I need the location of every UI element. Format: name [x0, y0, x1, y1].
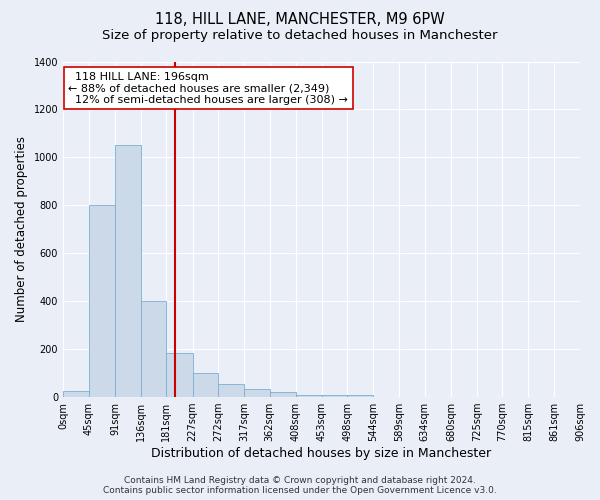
Text: Contains HM Land Registry data © Crown copyright and database right 2024.
Contai: Contains HM Land Registry data © Crown c…: [103, 476, 497, 495]
Bar: [218, 384, 244, 397]
X-axis label: Distribution of detached houses by size in Manchester: Distribution of detached houses by size …: [151, 447, 491, 460]
Y-axis label: Number of detached properties: Number of detached properties: [15, 136, 28, 322]
Bar: [89, 206, 115, 397]
Bar: [115, 146, 140, 397]
Bar: [296, 394, 322, 397]
Bar: [347, 394, 373, 397]
Text: 118 HILL LANE: 196sqm
← 88% of detached houses are smaller (2,349)
  12% of semi: 118 HILL LANE: 196sqm ← 88% of detached …: [68, 72, 348, 105]
Bar: [166, 352, 193, 397]
Bar: [140, 301, 166, 397]
Text: 118, HILL LANE, MANCHESTER, M9 6PW: 118, HILL LANE, MANCHESTER, M9 6PW: [155, 12, 445, 28]
Bar: [322, 394, 347, 397]
Text: Size of property relative to detached houses in Manchester: Size of property relative to detached ho…: [102, 29, 498, 42]
Bar: [244, 388, 269, 397]
Bar: [193, 373, 218, 397]
Bar: [269, 392, 296, 397]
Bar: [63, 391, 89, 397]
